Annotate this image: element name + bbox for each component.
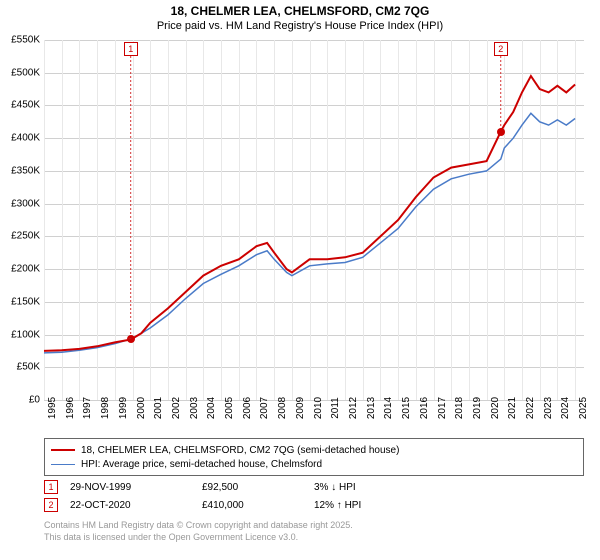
- x-tick-label: 2019: [472, 397, 483, 419]
- x-tick-label: 2017: [437, 397, 448, 419]
- y-tick-label: £200K: [0, 264, 40, 275]
- chart-area: £0£50K£100K£150K£200K£250K£300K£350K£400…: [44, 40, 584, 400]
- x-tick-label: 2014: [383, 397, 394, 419]
- legend-row: 18, CHELMER LEA, CHELMSFORD, CM2 7QG (se…: [51, 443, 577, 457]
- x-tick-label: 2005: [224, 397, 235, 419]
- tx-price: £92,500: [202, 482, 302, 493]
- transaction-row: 2 22-OCT-2020 £410,000 12% ↑ HPI: [44, 496, 584, 514]
- y-tick-label: £150K: [0, 296, 40, 307]
- y-tick-label: £500K: [0, 67, 40, 78]
- title-block: 18, CHELMER LEA, CHELMSFORD, CM2 7QG Pri…: [0, 0, 600, 32]
- x-tick-label: 2000: [136, 397, 147, 419]
- x-tick-label: 2001: [153, 397, 164, 419]
- title-line1: 18, CHELMER LEA, CHELMSFORD, CM2 7QG: [0, 4, 600, 18]
- x-tick-label: 1996: [65, 397, 76, 419]
- footer-attribution: Contains HM Land Registry data © Crown c…: [44, 520, 353, 543]
- x-tick-label: 2018: [454, 397, 465, 419]
- x-tick-label: 2006: [242, 397, 253, 419]
- x-tick-label: 2012: [348, 397, 359, 419]
- title-line2: Price paid vs. HM Land Registry's House …: [0, 20, 600, 32]
- x-tick-label: 2007: [259, 397, 270, 419]
- legend-swatch: [51, 464, 75, 465]
- footer-line2: This data is licensed under the Open Gov…: [44, 532, 353, 544]
- transactions-table: 1 29-NOV-1999 £92,500 3% ↓ HPI 2 22-OCT-2020 £…: [44, 478, 584, 514]
- x-tick-label: 2013: [366, 397, 377, 419]
- x-tick-label: 1995: [47, 397, 58, 419]
- x-tick-label: 2004: [206, 397, 217, 419]
- x-tick-label: 2025: [578, 397, 589, 419]
- x-tick-label: 2010: [313, 397, 324, 419]
- x-tick-label: 2024: [560, 397, 571, 419]
- legend-swatch: [51, 449, 75, 451]
- y-tick-label: £550K: [0, 35, 40, 46]
- x-tick-label: 2020: [490, 397, 501, 419]
- x-tick-label: 2003: [189, 397, 200, 419]
- y-tick-label: £400K: [0, 133, 40, 144]
- tx-date: 22-OCT-2020: [70, 500, 190, 511]
- x-tick-label: 2016: [419, 397, 430, 419]
- legend-row: HPI: Average price, semi-detached house,…: [51, 457, 577, 471]
- y-tick-label: £350K: [0, 165, 40, 176]
- x-tick-label: 2021: [507, 397, 518, 419]
- x-tick-label: 2008: [277, 397, 288, 419]
- x-tick-label: 2011: [330, 397, 341, 419]
- tx-date: 29-NOV-1999: [70, 482, 190, 493]
- y-tick-label: £50K: [0, 362, 40, 373]
- y-tick-label: £250K: [0, 231, 40, 242]
- x-tick-label: 2002: [171, 397, 182, 419]
- legend-box: 18, CHELMER LEA, CHELMSFORD, CM2 7QG (se…: [44, 438, 584, 476]
- tx-marker: 2: [44, 498, 58, 512]
- x-tick-label: 1998: [100, 397, 111, 419]
- y-tick-label: £0: [0, 395, 40, 406]
- transaction-row: 1 29-NOV-1999 £92,500 3% ↓ HPI: [44, 478, 584, 496]
- series-line: [44, 76, 575, 351]
- chart-lines: [44, 40, 584, 400]
- y-tick-label: £300K: [0, 198, 40, 209]
- legend-label: 18, CHELMER LEA, CHELMSFORD, CM2 7QG (se…: [81, 445, 399, 456]
- x-tick-label: 1999: [118, 397, 129, 419]
- x-tick-label: 2015: [401, 397, 412, 419]
- y-tick-label: £100K: [0, 329, 40, 340]
- tx-diff: 12% ↑ HPI: [314, 500, 414, 511]
- y-tick-label: £450K: [0, 100, 40, 111]
- chart-container: 18, CHELMER LEA, CHELMSFORD, CM2 7QG Pri…: [0, 0, 600, 560]
- x-tick-label: 1997: [82, 397, 93, 419]
- x-tick-label: 2009: [295, 397, 306, 419]
- footer-line1: Contains HM Land Registry data © Crown c…: [44, 520, 353, 532]
- x-tick-label: 2023: [543, 397, 554, 419]
- tx-diff: 3% ↓ HPI: [314, 482, 414, 493]
- legend-label: HPI: Average price, semi-detached house,…: [81, 459, 322, 470]
- series-line: [44, 113, 575, 353]
- tx-marker: 1: [44, 480, 58, 494]
- x-tick-label: 2022: [525, 397, 536, 419]
- tx-price: £410,000: [202, 500, 302, 511]
